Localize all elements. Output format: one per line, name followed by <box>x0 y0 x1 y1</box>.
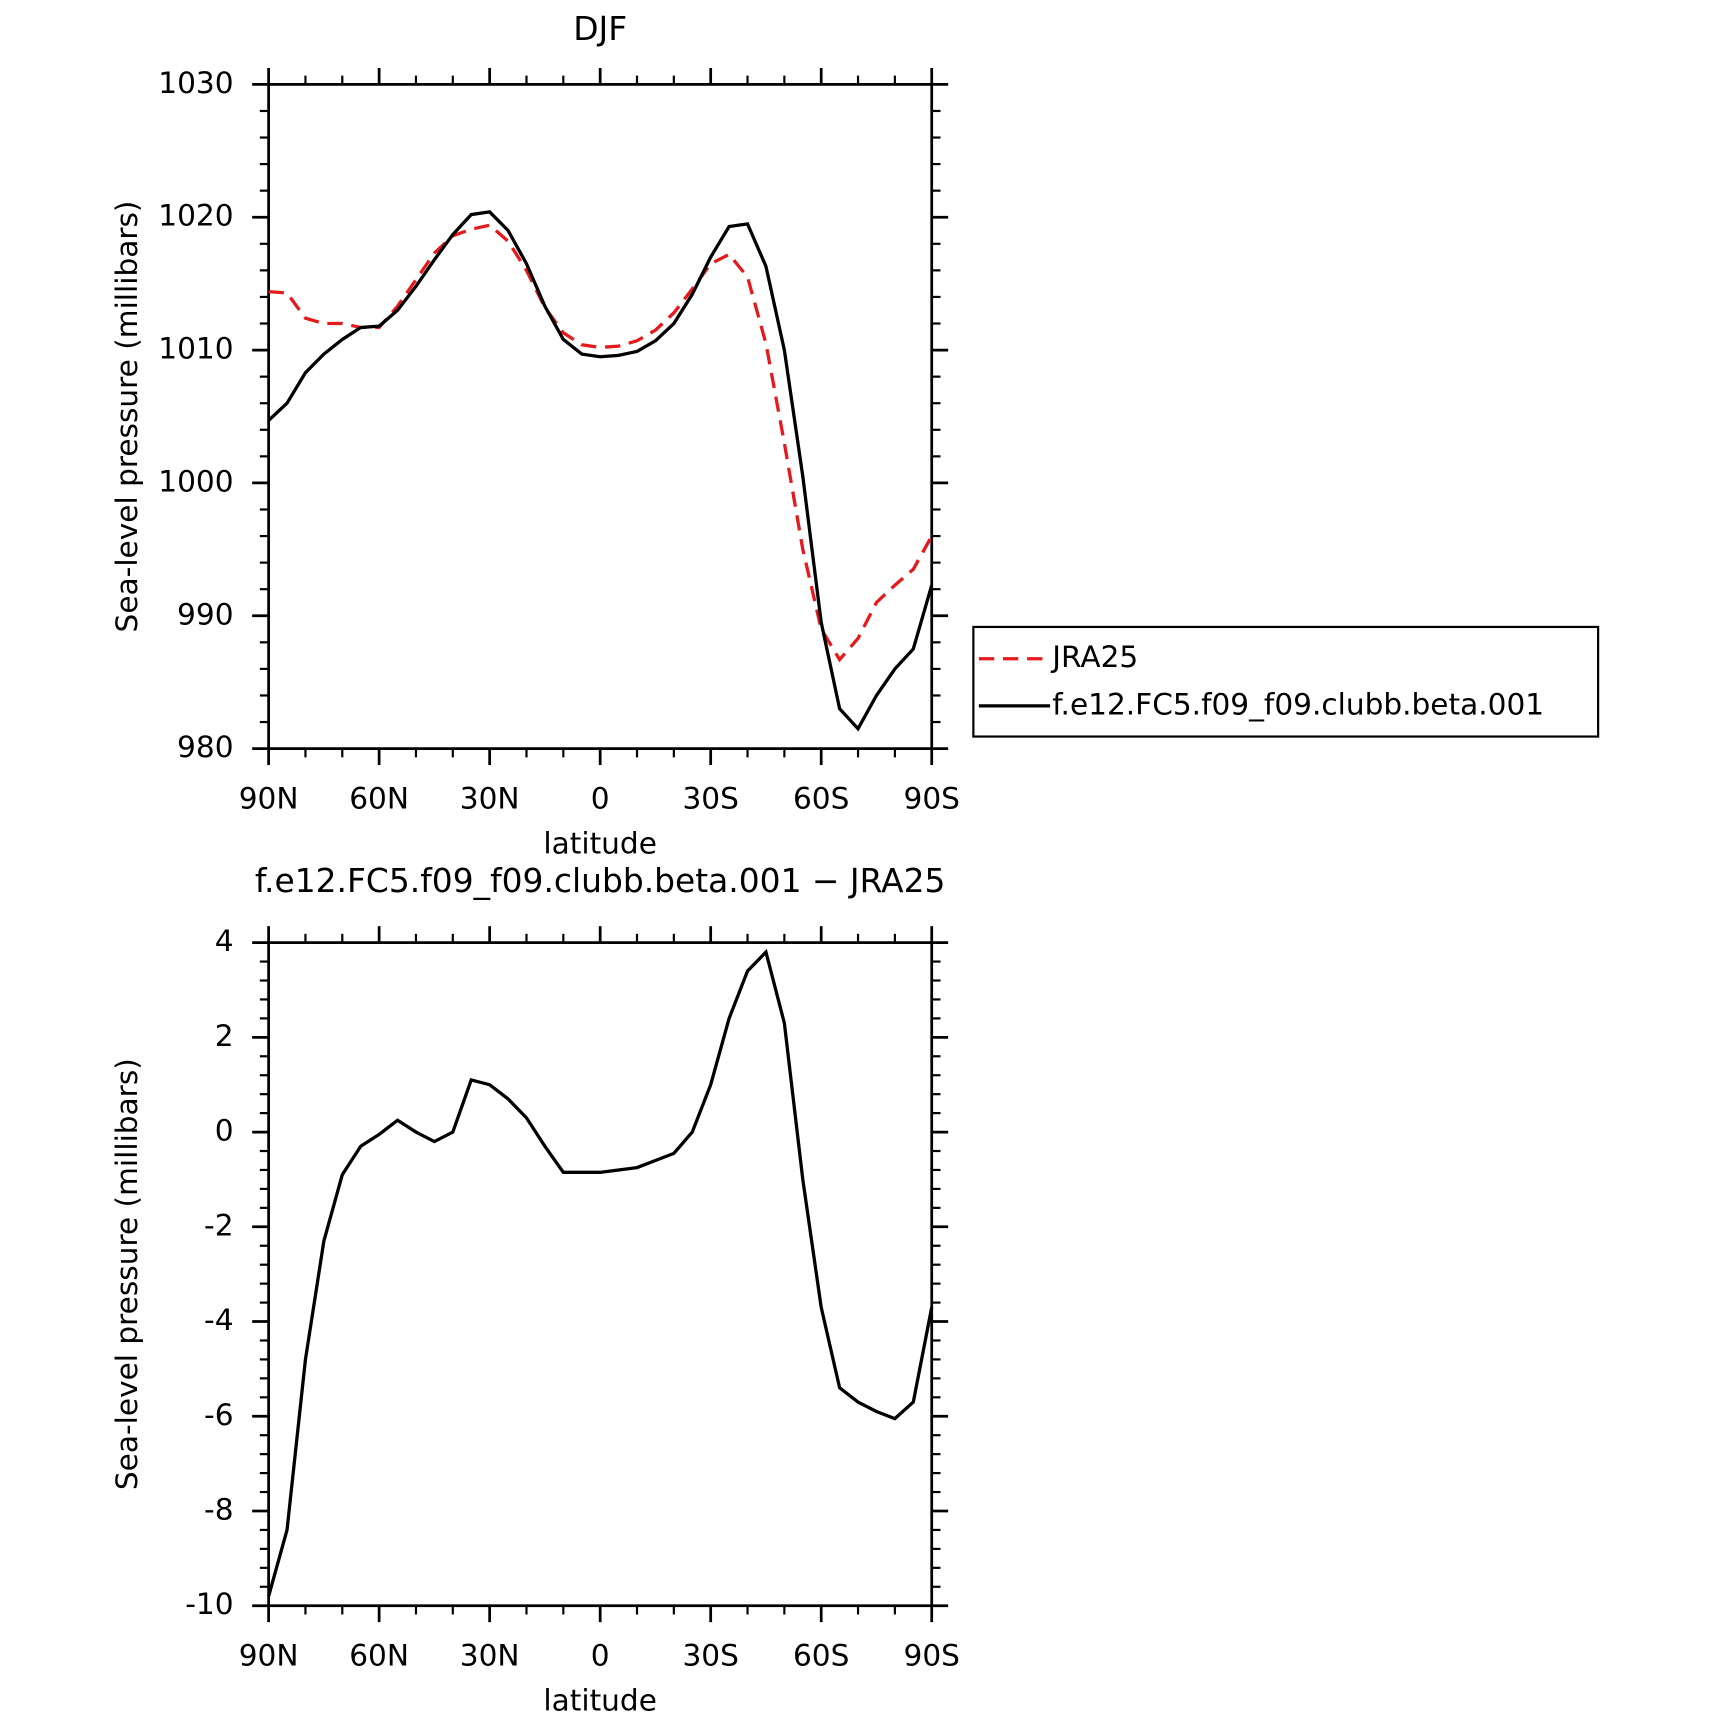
x-axis-label: latitude <box>543 1684 656 1718</box>
y-tick-label: 980 <box>177 730 233 764</box>
y-tick-label: -6 <box>204 1398 234 1432</box>
x-tick-label: 0 <box>591 1639 610 1673</box>
y-axis-label: Sea-level pressure (millibars) <box>110 1058 144 1490</box>
x-tick-label: 90S <box>904 782 960 816</box>
x-tick-label: 90S <box>904 1639 960 1673</box>
y-tick-label: -4 <box>204 1303 234 1337</box>
y-tick-label: -8 <box>204 1492 234 1526</box>
x-tick-label: 60S <box>793 782 849 816</box>
chart-title: DJF <box>573 9 627 48</box>
chart-title: f.e12.FC5.f09_f09.clubb.beta.001 − JRA25 <box>255 861 946 900</box>
y-tick-label: 2 <box>215 1019 234 1053</box>
legend-label: f.e12.FC5.f09_f09.clubb.beta.001 <box>1052 687 1544 721</box>
y-tick-label: 0 <box>215 1114 234 1148</box>
legend-box <box>972 625 1600 738</box>
data-line <box>268 223 934 663</box>
plot-frame <box>267 941 934 1608</box>
x-axis-label: latitude <box>543 827 656 861</box>
y-tick-label: 4 <box>215 924 234 958</box>
x-tick-label: 60N <box>349 782 409 816</box>
x-tick-label: 0 <box>591 782 610 816</box>
y-tick-label: 990 <box>177 597 233 631</box>
y-tick-label: -10 <box>185 1587 233 1621</box>
y-tick-label: 1010 <box>158 332 233 366</box>
y-tick-label: 1030 <box>158 66 233 100</box>
x-tick-label: 30S <box>682 1639 738 1673</box>
x-tick-label: 90N <box>239 782 299 816</box>
plot-frame <box>267 83 934 750</box>
y-tick-label: 1000 <box>158 464 233 498</box>
y-tick-label: -2 <box>204 1208 234 1242</box>
data-line <box>267 210 934 732</box>
data-line <box>267 948 934 1597</box>
x-tick-label: 30N <box>460 1639 520 1673</box>
y-axis-label: Sea-level pressure (millibars) <box>110 201 144 633</box>
x-tick-label: 60N <box>349 1639 409 1673</box>
x-tick-label: 60S <box>793 1639 849 1673</box>
x-tick-label: 30S <box>682 782 738 816</box>
x-tick-label: 30N <box>460 782 520 816</box>
y-tick-label: 1020 <box>158 199 233 233</box>
legend-label: JRA25 <box>1050 640 1138 674</box>
x-tick-label: 90N <box>239 1639 299 1673</box>
